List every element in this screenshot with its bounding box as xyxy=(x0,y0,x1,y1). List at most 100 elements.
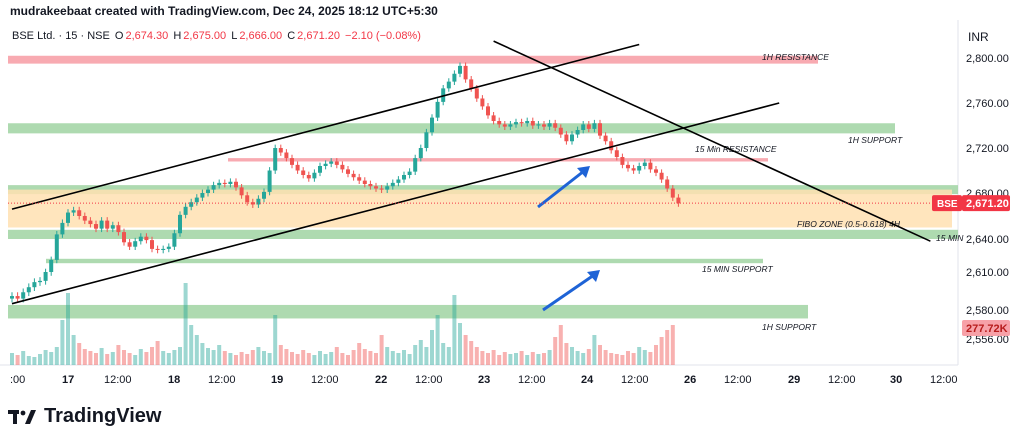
candle xyxy=(262,191,266,199)
candle xyxy=(38,280,42,283)
volume-bar xyxy=(267,353,272,365)
volume-bar xyxy=(637,347,642,365)
volume-bar xyxy=(648,352,653,365)
candle xyxy=(306,175,311,179)
price-tick-label: 2,640.00 xyxy=(966,234,1009,246)
volume-bar xyxy=(474,347,479,365)
candle xyxy=(250,202,255,205)
volume-bar xyxy=(122,350,126,365)
volume-bar xyxy=(430,330,434,365)
time-tick-label: 12:00 xyxy=(208,374,236,386)
last-volume-value: 277.72K xyxy=(966,323,1008,335)
volume-bar xyxy=(200,343,205,365)
candle xyxy=(206,189,210,193)
candle xyxy=(564,134,569,142)
volume-bar xyxy=(665,330,670,365)
currency-label[interactable]: INR xyxy=(968,30,989,44)
candle xyxy=(413,158,418,172)
time-tick-label: 12:00 xyxy=(311,374,339,386)
volume-bar xyxy=(161,351,166,365)
volume-bar xyxy=(189,325,194,365)
candle xyxy=(637,166,642,171)
candle xyxy=(525,121,530,124)
volume-bar xyxy=(480,351,485,365)
volume-bar xyxy=(66,293,70,365)
volume-bar xyxy=(346,355,350,365)
volume-bar xyxy=(626,351,630,365)
volume-bar xyxy=(206,348,210,365)
zone-4 xyxy=(8,189,952,228)
price-chart[interactable]: 1H RESISTANCE 1H SUPPORT 15 Min RESISTANCE… xyxy=(0,0,1024,400)
last-price-symbol: BSE xyxy=(937,199,958,210)
tradingview-logo[interactable]: TradingView xyxy=(8,405,161,428)
volume-bar xyxy=(530,352,535,365)
time-tick-label: :00 xyxy=(10,374,25,386)
volume-bar xyxy=(424,347,429,365)
volume-bar xyxy=(379,335,384,365)
volume-bar xyxy=(144,352,149,365)
volume-bar xyxy=(116,345,121,365)
volume-bar xyxy=(603,350,608,365)
candle xyxy=(469,79,474,89)
candle xyxy=(155,248,160,250)
candle xyxy=(659,172,664,180)
candle xyxy=(670,188,675,198)
volume-bar xyxy=(362,349,367,365)
volume-bar xyxy=(446,347,451,365)
price-tick-label: 2,720.00 xyxy=(966,143,1009,155)
candle xyxy=(99,220,104,229)
candle xyxy=(474,88,479,99)
volume-bar xyxy=(374,353,378,365)
candle xyxy=(166,246,171,249)
candle xyxy=(586,124,591,129)
candle xyxy=(491,115,496,121)
volume-bar xyxy=(463,335,468,365)
time-tick-label: 12:00 xyxy=(621,374,649,386)
volume-bar xyxy=(312,355,317,365)
candle xyxy=(581,124,586,130)
candle xyxy=(362,180,367,184)
candle xyxy=(430,117,434,133)
volume-bar xyxy=(15,355,20,365)
candle xyxy=(144,236,149,241)
close-value: 2,671.20 xyxy=(297,30,340,42)
time-tick-label: 12:00 xyxy=(518,374,546,386)
candle xyxy=(26,287,31,293)
volume-bar xyxy=(234,355,238,365)
trendline-1 xyxy=(11,43,640,210)
candle xyxy=(385,186,390,190)
time-tick-label: 24 xyxy=(581,374,594,386)
candle xyxy=(82,216,87,221)
candle xyxy=(558,127,563,135)
zone-label-6: 15 MIN SUPPORT xyxy=(702,264,774,274)
candle xyxy=(351,173,356,178)
candle xyxy=(458,65,462,74)
candle xyxy=(32,282,37,288)
candle xyxy=(536,124,541,126)
candle xyxy=(614,150,619,157)
volume-bar xyxy=(357,343,362,365)
candle xyxy=(189,202,194,207)
volume-bar xyxy=(239,352,244,365)
candle xyxy=(222,182,227,184)
candle xyxy=(407,171,412,175)
high-label: H xyxy=(173,30,182,42)
volume-bar xyxy=(278,345,283,365)
candle xyxy=(10,296,14,299)
candle xyxy=(368,184,373,187)
last-volume-badge xyxy=(962,320,1010,336)
volume-bar xyxy=(558,325,563,365)
volume-bar xyxy=(99,348,104,365)
volume-bar xyxy=(418,340,423,365)
candle xyxy=(547,123,552,127)
candle xyxy=(575,130,580,135)
volume-bar xyxy=(127,353,132,365)
volume-bar xyxy=(71,335,76,365)
volume-bar xyxy=(368,351,373,365)
volume-bar xyxy=(262,351,266,365)
candle xyxy=(234,181,238,188)
volume-bar xyxy=(469,341,474,365)
candle xyxy=(424,132,429,148)
volume-bar xyxy=(564,343,569,365)
symbol-label[interactable]: BSE Ltd. · 15 · NSE xyxy=(12,30,110,42)
